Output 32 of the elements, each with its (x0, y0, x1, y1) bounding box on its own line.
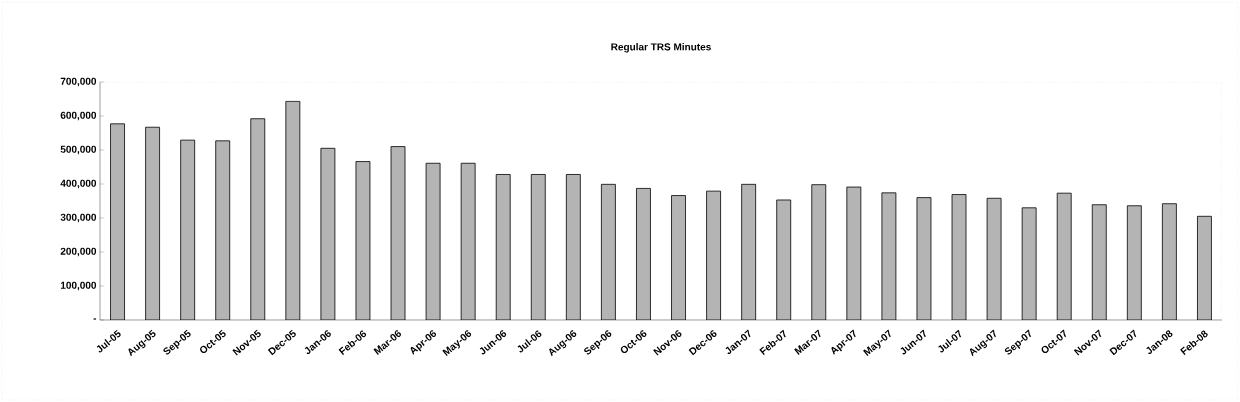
bar (180, 139, 196, 320)
bar (495, 174, 511, 320)
y-tick-label: 300,000 (60, 213, 97, 223)
bar (601, 183, 616, 320)
bar (215, 140, 231, 320)
y-tick-label: 500,000 (60, 145, 97, 155)
y-tick-label: 400,000 (60, 179, 97, 189)
y-tick-label: 700,000 (60, 77, 97, 87)
chart-title: Regular TRS Minutes (611, 43, 711, 53)
bar (1091, 204, 1107, 320)
bar (250, 118, 266, 320)
bar (776, 199, 792, 320)
y-tick-label: - (93, 318, 97, 320)
y-tick-label: 600,000 (60, 111, 97, 121)
bar (1126, 205, 1142, 320)
bar (145, 126, 160, 320)
bar (811, 184, 827, 320)
bar (110, 123, 125, 320)
bar (706, 190, 721, 320)
bar (1161, 203, 1177, 320)
bar (460, 162, 476, 320)
bar (636, 188, 651, 320)
bar (846, 186, 862, 320)
bar (1056, 192, 1072, 320)
bar (530, 174, 546, 320)
y-tick-label: 100,000 (60, 281, 97, 291)
bar (285, 100, 301, 320)
y-tick-label: 200,000 (60, 247, 97, 257)
bar (1197, 215, 1212, 320)
bar (565, 174, 581, 320)
bar (671, 195, 686, 320)
bar (741, 183, 757, 320)
